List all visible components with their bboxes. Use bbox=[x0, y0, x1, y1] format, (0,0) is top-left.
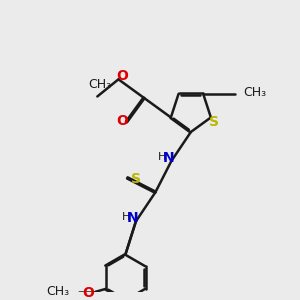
Text: H: H bbox=[158, 152, 166, 162]
Text: O: O bbox=[116, 113, 128, 128]
Text: S: S bbox=[209, 115, 219, 129]
Text: CH₃: CH₃ bbox=[243, 86, 266, 99]
Text: S: S bbox=[130, 172, 140, 186]
Text: H: H bbox=[122, 212, 131, 222]
Text: CH₃: CH₃ bbox=[46, 285, 69, 298]
Text: CH₃: CH₃ bbox=[88, 78, 111, 91]
Text: O: O bbox=[82, 286, 94, 300]
Text: N: N bbox=[127, 212, 139, 225]
Text: O: O bbox=[116, 69, 128, 83]
Text: N: N bbox=[163, 151, 174, 165]
